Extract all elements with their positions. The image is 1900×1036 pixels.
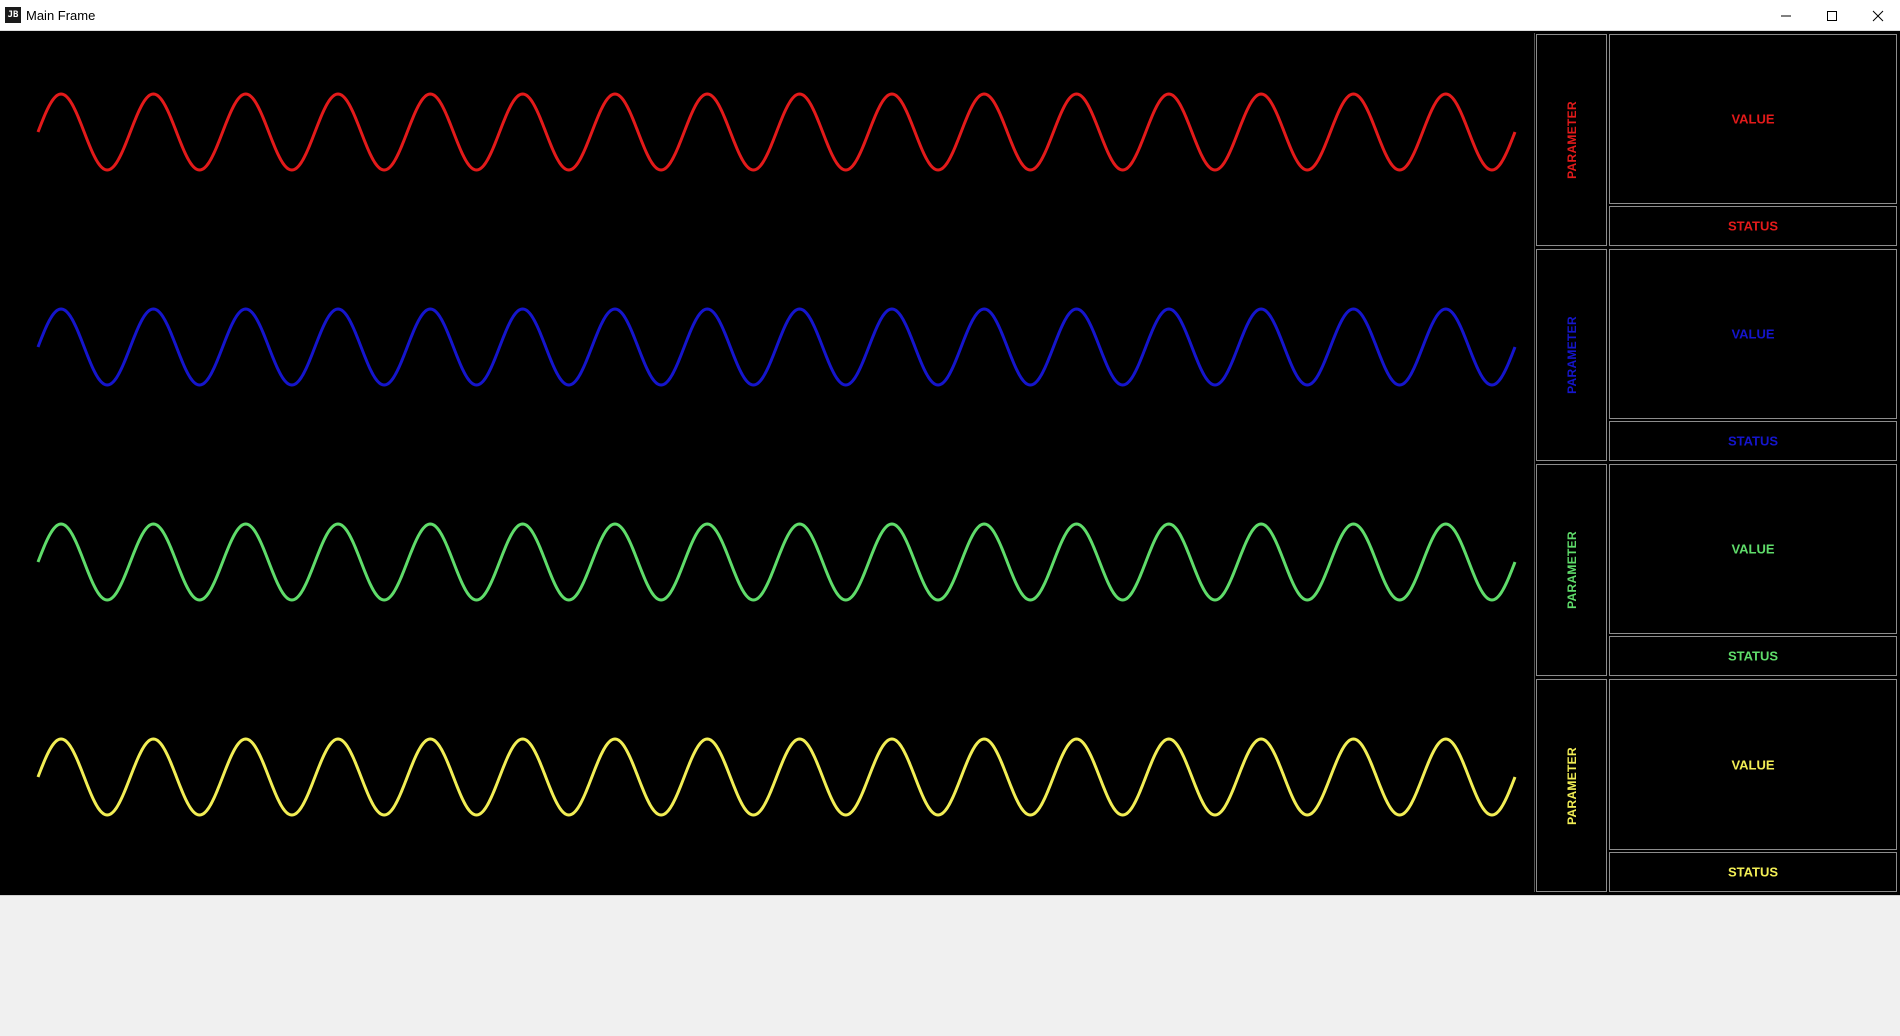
- close-button[interactable]: [1855, 0, 1900, 31]
- maximize-button[interactable]: [1809, 0, 1855, 31]
- value-label: VALUE: [1731, 111, 1775, 127]
- status-label: STATUS: [1727, 864, 1779, 880]
- title-bar: JB Main Frame: [0, 0, 1900, 31]
- parameter-label: PARAMETER: [1564, 101, 1579, 179]
- waveform-canvas: [36, 92, 1517, 817]
- minimize-button[interactable]: [1763, 0, 1809, 31]
- maximize-icon: [1827, 11, 1837, 21]
- status-label: STATUS: [1727, 433, 1779, 449]
- parameter-label: PARAMETER: [1564, 746, 1579, 825]
- value-label: VALUE: [1731, 757, 1775, 772]
- value-label: VALUE: [1731, 326, 1775, 342]
- minimize-icon: [1781, 15, 1791, 17]
- value-box-channel-1: VALUE: [1609, 34, 1897, 204]
- status-label: STATUS: [1727, 218, 1779, 234]
- status-box-channel-4: STATUS: [1609, 852, 1897, 892]
- waveform-channel-3: [36, 522, 1517, 602]
- status-box-channel-1: STATUS: [1609, 206, 1897, 246]
- waveform-channel-1: [36, 92, 1517, 172]
- status-box-channel-3: STATUS: [1609, 636, 1897, 676]
- value-box-channel-4: VALUE: [1609, 679, 1897, 850]
- window-title: Main Frame: [26, 8, 96, 23]
- waveform-channel-2: [36, 307, 1517, 387]
- empty-bottom-area: [0, 895, 1900, 1036]
- parameter-box-channel-4: PARAMETER: [1536, 679, 1607, 892]
- app-icon: JB: [5, 7, 21, 23]
- parameter-box-channel-3: PARAMETER: [1536, 464, 1607, 676]
- parameter-label: PARAMETER: [1564, 316, 1579, 394]
- main-content: PARAMETER VALUE STATUS PARAMETER VALUE S…: [0, 31, 1900, 895]
- value-box-channel-2: VALUE: [1609, 249, 1897, 419]
- status-label: STATUS: [1727, 648, 1779, 664]
- waveform-panel: [0, 33, 1535, 892]
- status-box-channel-2: STATUS: [1609, 421, 1897, 461]
- waveform-channel-4: [36, 737, 1517, 817]
- close-icon: [1872, 10, 1884, 22]
- parameter-box-channel-2: PARAMETER: [1536, 249, 1607, 461]
- parameter-label: PARAMETER: [1564, 531, 1579, 609]
- value-label: VALUE: [1731, 541, 1775, 557]
- value-box-channel-3: VALUE: [1609, 464, 1897, 634]
- parameter-box-channel-1: PARAMETER: [1536, 34, 1607, 246]
